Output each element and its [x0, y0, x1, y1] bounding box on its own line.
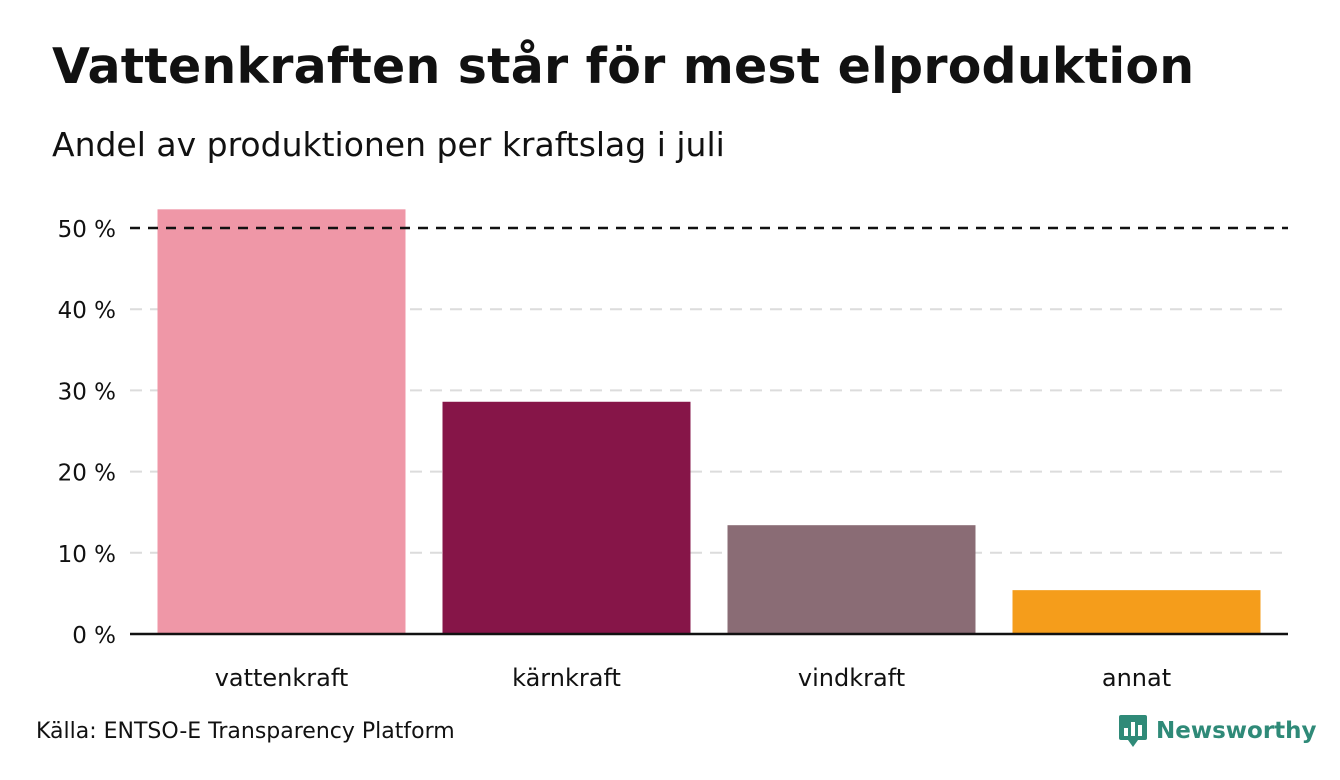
y-tick-label: 10 % [58, 542, 116, 568]
bar-kärnkraft [442, 401, 691, 634]
bar-layer [157, 209, 1261, 634]
bar-vattenkraft [157, 209, 406, 634]
y-tick-label: 40 % [58, 298, 116, 324]
bar-annat [1012, 590, 1261, 634]
x-tick-label: annat [1102, 664, 1171, 692]
x-tick-label: kärnkraft [512, 664, 621, 692]
bar-chart: 0 % 10 % 20 % 30 % 40 % 50 % vattenkraft kärnkr… [58, 209, 1288, 692]
source-note: Källa: ENTSO-E Transparency Platform [36, 719, 455, 744]
label-layer: 0 % 10 % 20 % 30 % 40 % 50 % vattenkraft kärnkr… [58, 217, 1172, 692]
bar-vindkraft [727, 525, 976, 634]
brand-logo[interactable]: Newsworthy [1118, 714, 1317, 748]
grid-layer [130, 308, 1288, 554]
x-tick-label: vattenkraft [215, 664, 349, 692]
y-tick-label: 20 % [58, 461, 116, 487]
chart-subtitle: Andel av produktionen per kraftslag i ju… [52, 125, 725, 164]
x-tick-label: vindkraft [798, 664, 905, 692]
brand-name: Newsworthy [1156, 718, 1317, 744]
y-tick-label: 50 % [58, 217, 116, 243]
y-tick-label: 0 % [72, 623, 116, 649]
y-tick-label: 30 % [58, 379, 116, 405]
newsworthy-logo-icon [1119, 715, 1147, 747]
chart-title: Vattenkraften står för mest elproduktion [52, 38, 1195, 95]
